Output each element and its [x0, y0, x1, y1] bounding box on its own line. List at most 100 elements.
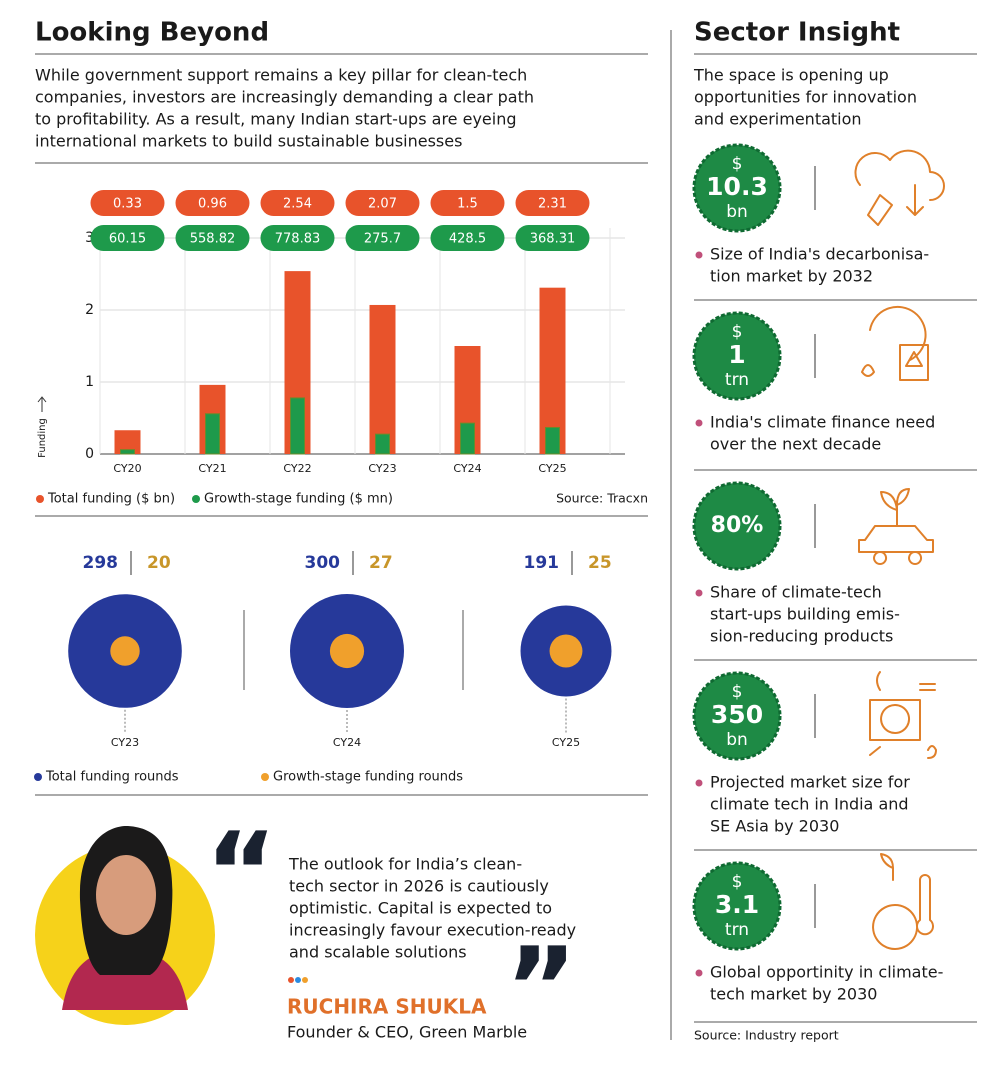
value-pill [515, 190, 590, 216]
badge-unit: trn [725, 920, 749, 940]
quote-name: RUCHIRA SHUKLA [287, 995, 487, 1019]
y-tick-label: 0 [85, 446, 94, 462]
value-label: 368.31 [530, 232, 576, 247]
y-tick-label: 2 [85, 302, 94, 318]
value-label: 20 [147, 553, 171, 573]
value-pill [90, 190, 165, 216]
badge-unit: bn [726, 202, 748, 222]
quote-role: Founder & CEO, Green Marble [287, 1023, 527, 1042]
intro-line: to profitability. As a result, many Indi… [35, 110, 517, 129]
bullet [695, 419, 703, 427]
x-tick-label: CY22 [283, 462, 311, 475]
portrait [35, 825, 215, 1025]
x-tick-label: CY21 [198, 462, 226, 475]
value-label: 2.07 [368, 197, 397, 212]
icon [869, 671, 937, 759]
legend-label: Total funding rounds [45, 770, 179, 785]
description-line: SE Asia by 2030 [710, 817, 839, 836]
badge [692, 143, 782, 233]
bullet [695, 969, 703, 977]
source: Source: Industry report [694, 1028, 839, 1043]
description-line: tech market by 2030 [710, 985, 877, 1004]
growth-circle [329, 633, 365, 669]
quote-line: tech sector in 2026 is cautiously [289, 877, 549, 896]
value-label: 191 [524, 553, 560, 573]
bar [120, 449, 135, 455]
intro-line: While government support remains a key p… [35, 66, 527, 85]
bar [460, 422, 475, 455]
intro-line: and experimentation [694, 110, 862, 129]
intro-line: The space is opening up [693, 66, 889, 85]
quote-line: and scalable solutions [289, 943, 467, 962]
legend-dot [261, 773, 269, 781]
description-line: tion market by 2032 [710, 267, 873, 286]
quote-line: optimistic. Capital is expected to [289, 899, 552, 918]
value-label: 778.83 [275, 232, 321, 247]
value-label: 0.33 [113, 197, 142, 212]
value-label: 300 [305, 553, 341, 573]
quote-mark: “ [205, 808, 277, 936]
value-pill [515, 225, 590, 251]
y-axis-label: Funding [37, 418, 48, 458]
quote-line: increasingly favour execution-ready [289, 921, 576, 940]
growth-circle [110, 636, 140, 666]
x-tick-label: CY23 [368, 462, 396, 475]
axis-arrow [37, 396, 47, 412]
value-label: 60.15 [109, 232, 146, 247]
description-line: over the next decade [710, 435, 881, 454]
icon [858, 488, 934, 565]
value-pill [345, 190, 420, 216]
badge-prefix: $ [732, 872, 743, 892]
badge-prefix: $ [732, 154, 743, 174]
badge [692, 481, 782, 571]
badge-value: 10.3 [706, 172, 768, 201]
bar [539, 287, 566, 454]
value-pill [260, 190, 335, 216]
y-tick-label: 1 [85, 374, 94, 390]
dots [288, 977, 308, 983]
description-line: Share of climate-tech [710, 583, 882, 602]
badge-unit: trn [725, 370, 749, 390]
description-line: climate tech in India and [710, 795, 909, 814]
value-label: 558.82 [190, 232, 236, 247]
badge [692, 861, 782, 951]
legend-dot [192, 495, 200, 503]
badge-value: 350 [711, 700, 763, 729]
badge-value: 1 [728, 340, 745, 369]
value-label: 1.5 [457, 197, 478, 212]
bullet [695, 589, 703, 597]
value-pill [430, 225, 505, 251]
description-line: Global opportinity in climate- [710, 963, 943, 982]
value-label: 275.7 [364, 232, 401, 247]
legend-label: Growth-stage funding rounds [273, 770, 463, 785]
description-line: Size of India's decarbonisa- [710, 245, 929, 264]
source: Source: Tracxn [556, 491, 648, 506]
y-tick-label: 3 [85, 230, 94, 246]
legend-label: Growth-stage funding ($ mn) [204, 492, 393, 507]
value-pill [90, 225, 165, 251]
badge-unit: bn [726, 730, 748, 750]
value-label: 2.54 [283, 197, 312, 212]
growth-circle [549, 634, 583, 668]
quote-line: The outlook for India’s clean- [288, 855, 522, 874]
value-label: 2.31 [538, 197, 567, 212]
value-pill [345, 225, 420, 251]
bar [369, 304, 396, 454]
section-title: Sector Insight [694, 18, 900, 48]
intro-line: international markets to build sustainab… [35, 132, 462, 151]
intro-line: opportunities for innovation [694, 88, 917, 107]
value-label: 298 [83, 553, 119, 573]
badge [692, 311, 782, 401]
bullet [695, 251, 703, 259]
bar [375, 433, 390, 455]
bar [545, 426, 560, 455]
value-label: 428.5 [449, 232, 486, 247]
category-label: CY24 [333, 736, 361, 749]
value-pill [175, 225, 250, 251]
intro-line: companies, investors are increasingly de… [35, 88, 534, 107]
value-pill [430, 190, 505, 216]
category-label: CY23 [111, 736, 139, 749]
bullet [695, 779, 703, 787]
bar [205, 413, 220, 455]
